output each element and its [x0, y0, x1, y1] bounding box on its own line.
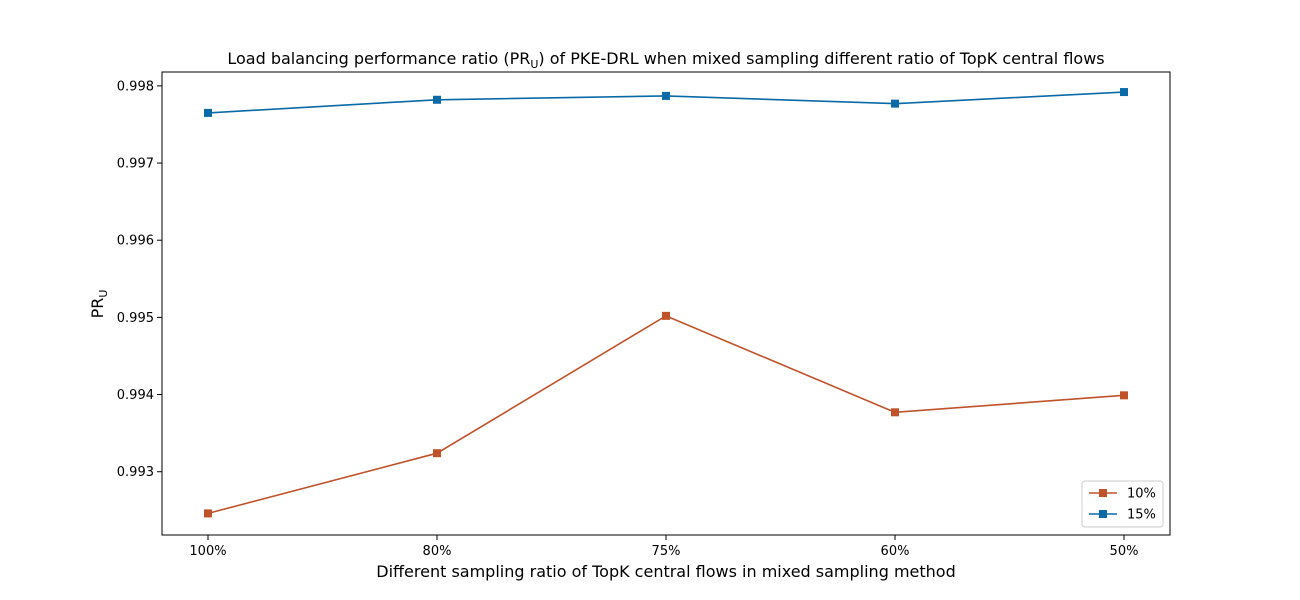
y-tick-label: 0.998: [117, 79, 154, 94]
chart-title: Load balancing performance ratio (PRU) o…: [227, 49, 1104, 71]
legend: 10%15%: [1081, 480, 1164, 528]
y-tick-label: 0.994: [117, 388, 154, 403]
x-tick-label: 100%: [189, 544, 226, 559]
x-tick-label: 80%: [423, 544, 452, 559]
data-point-marker: [1120, 391, 1128, 400]
x-axis: 100% 80% 75% 60% 50%: [189, 535, 1138, 559]
plot-area: [161, 71, 1171, 536]
data-point-marker: [204, 108, 212, 117]
y-tick-label: 0.995: [117, 311, 154, 326]
series-line: [207, 314, 1125, 515]
data-point-marker: [1120, 88, 1128, 97]
data-point-marker: [433, 95, 441, 104]
data-point-marker: [662, 91, 670, 100]
legend-item: 10%: [1089, 487, 1156, 502]
x-axis-label: Different sampling ratio of TopK central…: [376, 562, 955, 581]
legend-label: 10%: [1127, 487, 1156, 502]
series-10pct: [204, 311, 1128, 518]
y-tick-label: 0.996: [117, 234, 154, 249]
series-15pct: [204, 88, 1128, 117]
legend-marker-icon: [1099, 489, 1107, 497]
y-axis: 0.993 0.994 0.995 0.996 0.997 0.998: [117, 79, 162, 480]
y-axis-label-subscript: U: [97, 290, 110, 298]
x-tick-label: 60%: [881, 544, 910, 559]
data-point-marker: [891, 99, 899, 108]
y-tick-label: 0.993: [117, 465, 154, 480]
y-tick-label: 0.997: [117, 157, 154, 172]
data-point-marker: [204, 509, 212, 518]
chart-title-subscript: U: [530, 58, 538, 71]
x-tick-label: 75%: [652, 544, 681, 559]
data-point-marker: [891, 408, 899, 417]
series-layer: [204, 88, 1128, 518]
x-tick-label: 50%: [1110, 544, 1139, 559]
data-point-marker: [662, 311, 670, 320]
data-point-marker: [433, 449, 441, 458]
legend-marker-icon: [1099, 510, 1107, 518]
legend-label: 15%: [1127, 508, 1156, 523]
y-axis-label: PRU: [88, 290, 110, 319]
legend-item: 15%: [1089, 508, 1156, 523]
